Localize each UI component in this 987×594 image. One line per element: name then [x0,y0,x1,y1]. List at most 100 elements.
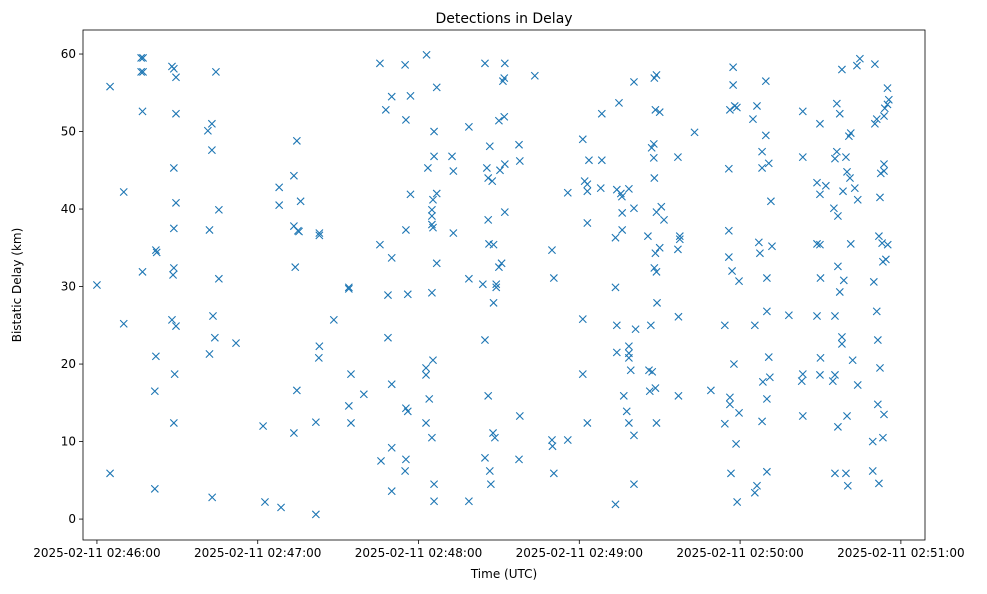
data-point [449,229,458,238]
data-point [485,467,494,476]
data-point [449,167,458,176]
data-point [626,366,635,375]
data-point [853,195,862,204]
data-point [624,418,633,427]
data-point [878,433,887,442]
data-point [106,469,115,478]
data-point [762,394,771,403]
data-point [784,311,793,320]
data-point [729,81,738,90]
data-point [492,280,501,289]
x-axis-label: Time (UTC) [470,567,537,581]
data-point [624,349,633,358]
data-point [832,99,841,108]
data-point [406,190,415,199]
x-axis-ticks: 2025-02-11 02:46:00 2025-02-11 02:47:00 20… [33,540,965,560]
data-point [815,240,824,249]
data-point [629,204,638,213]
data-point [563,188,572,197]
data-point [167,315,176,324]
data-point [432,259,441,268]
data-point [289,171,298,180]
data-point [841,153,850,162]
data-point [618,225,627,234]
data-point [383,333,392,342]
data-point [732,439,741,448]
data-point [655,243,664,252]
y-axis-ticks: 0 10 20 30 40 50 60 [61,47,83,526]
data-point [205,225,214,234]
data-point [482,163,491,172]
y-tick-label: 0 [68,512,76,526]
data-point [549,469,558,478]
data-points [92,50,893,519]
data-point [880,410,888,419]
data-point [732,103,741,112]
data-point [884,95,893,104]
data-point [872,115,881,124]
data-point [515,411,524,420]
data-point [208,493,217,502]
x-tick-label: 2025-02-11 02:50:00 [676,546,803,560]
data-point [845,174,854,183]
data-point [729,63,738,72]
data-point [848,356,857,365]
x-tick-label: 2025-02-11 02:48:00 [355,546,482,560]
data-point [733,498,742,507]
data-point [169,64,178,73]
data-point [422,418,431,427]
data-point [829,204,838,213]
data-point [874,232,883,241]
data-point [403,290,412,299]
data-point [488,177,497,186]
data-point [821,181,830,190]
data-point [648,367,657,376]
data-point [314,353,323,362]
data-point [383,291,392,300]
data-point [583,187,592,196]
data-point [611,500,620,509]
data-point [647,143,656,152]
data-point [289,429,298,438]
data-point [835,109,844,118]
data-point [720,419,729,428]
data-point [137,67,146,76]
data-point [833,422,842,431]
data-point [292,136,301,145]
data-point [315,342,324,351]
data-point [578,315,587,324]
y-axis-label: Bistatic Delay (km) [10,228,24,343]
y-tick-label: 40 [61,202,76,216]
data-point [430,497,439,506]
data-point [839,276,848,285]
data-point [798,153,807,162]
data-point [830,154,839,163]
data-point [652,70,661,79]
data-point [880,160,888,169]
data-point [484,391,493,400]
data-point [837,65,846,74]
data-point [210,333,219,342]
data-point [387,92,396,101]
data-point [830,312,839,320]
data-point [767,242,776,251]
data-point [119,319,128,328]
data-point [92,281,101,289]
data-point [500,112,509,121]
data-point [855,54,864,63]
data-point [430,127,439,136]
data-point [292,386,301,395]
data-point [387,380,396,389]
data-point [653,298,662,307]
data-point [611,233,620,242]
data-point [500,160,509,169]
data-point [725,105,734,114]
data-point [631,325,640,334]
data-point [766,197,775,206]
data-point [843,481,852,490]
data-point [387,487,396,496]
data-point [346,418,355,427]
data-point [612,348,621,357]
data-point [880,104,889,113]
data-point [735,277,744,286]
